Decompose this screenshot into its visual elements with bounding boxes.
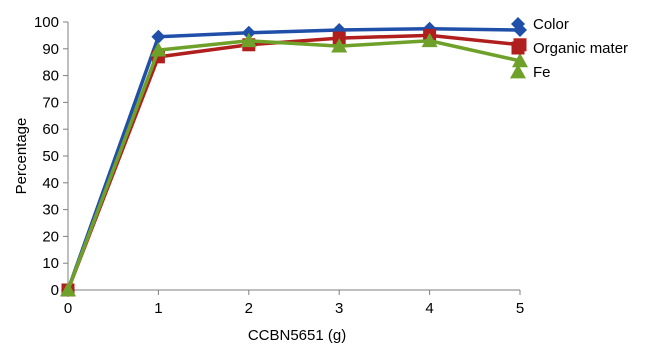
x-tick-label: 5 xyxy=(516,300,524,317)
series-line xyxy=(66,33,521,291)
x-tick-label: 4 xyxy=(425,300,433,317)
legend-item: Color xyxy=(511,16,569,33)
y-axis: 0 10 20 30 40 50 60 70 80 90 100 xyxy=(34,14,69,299)
y-tick-label: 70 xyxy=(42,94,59,111)
legend-marker-diamond xyxy=(511,17,525,31)
series-line xyxy=(66,39,521,291)
legend-marker-square xyxy=(511,41,525,55)
x-tick-label: 2 xyxy=(245,300,253,317)
y-tick-label: 90 xyxy=(42,41,59,58)
y-tick-label: 10 xyxy=(42,255,59,272)
series-color xyxy=(61,21,527,297)
y-tick-label: 100 xyxy=(34,14,59,31)
data-point-triangle xyxy=(150,42,167,57)
series-fe xyxy=(60,32,528,297)
data-point-triangle xyxy=(512,52,528,68)
data-point-triangle xyxy=(331,38,348,53)
x-axis-title: CCBN5651 (g) xyxy=(248,327,346,344)
x-tick-label: 3 xyxy=(335,300,343,317)
x-tick-label: 1 xyxy=(154,300,162,317)
y-tick-label: 0 xyxy=(51,282,59,299)
series-layer xyxy=(60,21,528,297)
y-tick-label: 40 xyxy=(42,175,59,192)
data-point-square xyxy=(332,31,346,45)
legend-marker-triangle xyxy=(510,64,526,79)
data-point-triangle xyxy=(240,32,257,48)
legend: Color Organic mater Fe xyxy=(510,16,628,81)
y-tick-label: 30 xyxy=(42,202,59,219)
series-organic-mater xyxy=(61,28,527,297)
y-tick-label: 60 xyxy=(42,121,59,138)
legend-label: Fe xyxy=(533,64,551,81)
legend-label: Organic mater xyxy=(533,40,628,57)
legend-item: Organic mater xyxy=(511,40,628,57)
data-point-triangle xyxy=(60,282,76,297)
x-tick-label: 0 xyxy=(64,300,72,317)
y-tick-label: 50 xyxy=(42,148,59,165)
y-tick-label: 20 xyxy=(42,228,59,245)
y-tick-label: 80 xyxy=(42,68,59,85)
data-point-triangle xyxy=(421,32,438,48)
x-axis: 0 1 2 3 4 5 xyxy=(64,289,524,317)
series-line xyxy=(66,26,521,291)
legend-label: Color xyxy=(533,16,569,33)
legend-item: Fe xyxy=(510,64,551,81)
data-point-diamond xyxy=(241,25,256,40)
y-axis-title: Percentage xyxy=(13,118,30,195)
data-point-diamond xyxy=(151,29,166,44)
